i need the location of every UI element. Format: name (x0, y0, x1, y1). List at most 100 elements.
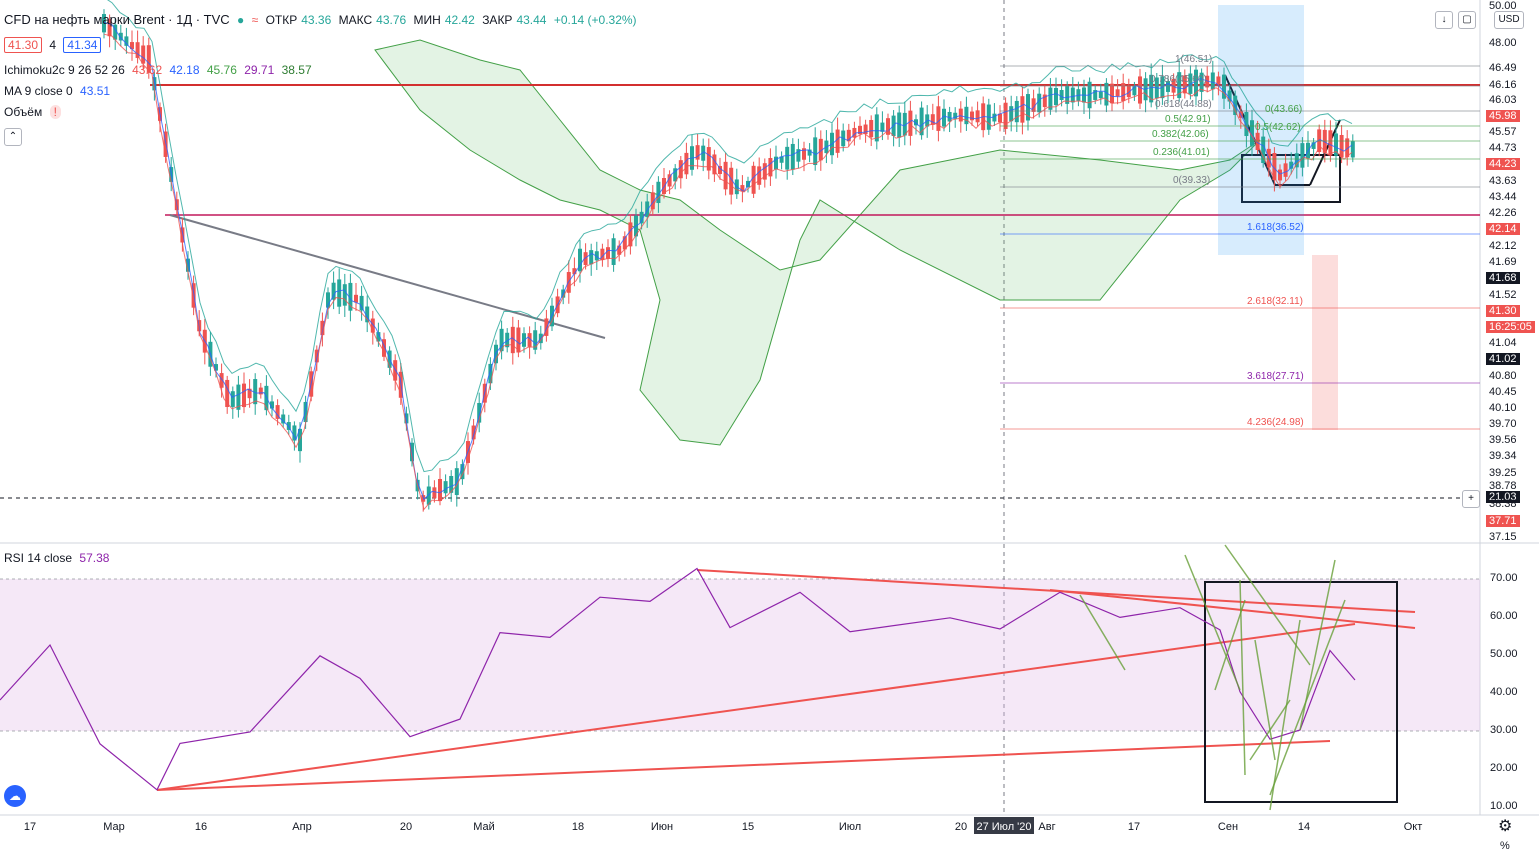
candle-body (779, 156, 784, 163)
price-tick: 39.70 (1489, 418, 1517, 430)
price-tick: 42.26 (1489, 207, 1517, 219)
indicator-line (103, 33, 1353, 511)
candle-body (544, 318, 549, 336)
candle-body (958, 108, 963, 122)
price-tick: 41.68 (1486, 272, 1520, 284)
candle-body (477, 402, 482, 423)
symbol-title[interactable]: CFD на нефть марки Brent · 1Д · TVC (4, 12, 230, 27)
candle-body (897, 112, 902, 138)
candle-body (880, 122, 885, 132)
arrow-down-icon[interactable]: ↓ (1435, 11, 1453, 29)
candle-body (1194, 69, 1198, 97)
fib-level-label: 0.236(41.01) (1153, 147, 1210, 158)
symbol-flag-icon[interactable]: ≈ (251, 13, 259, 27)
fib-small-label: 0(43.66) (1265, 104, 1302, 115)
rsi-value: 57.38 (79, 551, 110, 565)
price-tick: 42.12 (1489, 240, 1517, 252)
candle-body (118, 32, 123, 41)
candle-body (1339, 135, 1344, 158)
price-tick: 44.73 (1489, 142, 1517, 154)
candle-body (667, 174, 672, 187)
candle-body (348, 282, 353, 311)
ichimoku-legend[interactable]: Ichimoku2c 9 26 52 26 43.62 42.18 45.76 … (4, 63, 316, 77)
settings-gear-icon[interactable]: ⚙ (1498, 818, 1513, 835)
crosshair-date-badge (974, 817, 1034, 834)
ichimoku-v2: 42.18 (169, 63, 200, 77)
candle-body (975, 110, 980, 123)
candle-body (1177, 72, 1182, 99)
fib-level-label: 0.786(45.60) (1150, 74, 1207, 85)
rsi-tick: 50.00 (1490, 648, 1518, 660)
high-value: 43.76 (376, 13, 407, 27)
candle-body (606, 247, 610, 259)
price-tick: 40.10 (1489, 402, 1517, 414)
annotation-stroke (1184, 554, 1241, 691)
tradingview-logo[interactable]: ☁ (4, 785, 26, 807)
candle-body (578, 248, 582, 272)
ma-legend[interactable]: MA 9 close 0 43.51 (4, 84, 114, 98)
low-value: 42.42 (444, 13, 475, 27)
candle-body (1294, 153, 1299, 168)
price-tick: 50.00 (1489, 0, 1517, 12)
candle-body (180, 227, 185, 243)
time-tick: 14 (1298, 821, 1310, 833)
ichimoku-label: Ichimoku2c 9 26 52 26 (4, 63, 125, 77)
candle-body (1222, 74, 1226, 99)
price-tick: 37.15 (1489, 531, 1517, 543)
candle-body (1334, 133, 1338, 156)
candle-body (1278, 169, 1282, 181)
candle-body (712, 154, 717, 175)
candle-body (370, 318, 375, 333)
fib-level-label: 2.618(32.11) (1247, 296, 1303, 307)
fibonacci-levels: 1(46.51) 0.786(45.60) 0.618(44.88) 0.5(42.9… (1000, 54, 1480, 430)
collapse-legend-button[interactable]: ⌃ (4, 128, 22, 146)
candle-body (1121, 83, 1126, 102)
candle-body (796, 149, 801, 162)
candle-body (572, 268, 577, 275)
volume-legend[interactable]: Объём ! (4, 105, 65, 119)
candle-body (326, 292, 330, 308)
candle-body (1132, 86, 1137, 96)
volume-warning-icon[interactable]: ! (49, 105, 61, 119)
price-tick: 38.78 (1489, 480, 1517, 492)
price-tick: 46.03 (1489, 94, 1517, 106)
candle-body (953, 112, 958, 119)
currency-button[interactable]: USD (1494, 11, 1524, 29)
add-crosshair-button[interactable]: + (1462, 490, 1480, 508)
candle-body (258, 387, 263, 395)
ma-label: MA 9 close 0 (4, 84, 73, 98)
candle-body (102, 14, 106, 33)
candle-body (516, 327, 521, 353)
ma-value: 43.51 (80, 84, 111, 98)
candle-body (678, 160, 683, 179)
candle-body (1054, 87, 1058, 106)
bid-value[interactable]: 41.30 (4, 37, 43, 53)
candle-body (639, 211, 644, 224)
candle-body (774, 156, 778, 170)
candle-body (247, 388, 252, 399)
close-label: ЗАКР (482, 13, 513, 27)
candle-body (471, 425, 476, 440)
candle-body (253, 379, 258, 405)
candle-body (852, 127, 857, 138)
candle-body (1261, 136, 1266, 164)
price-tick: 43.63 (1489, 175, 1517, 187)
candle-body (533, 330, 538, 350)
candle-body (1149, 74, 1154, 103)
candle-body (846, 129, 851, 142)
time-tick: 17 (1128, 821, 1140, 833)
time-tick: 15 (742, 821, 754, 833)
ask-value[interactable]: 41.34 (63, 37, 102, 53)
fib-level-label: 1(46.51) (1175, 54, 1212, 65)
candle-body (449, 475, 454, 493)
price-tick: 45.57 (1489, 126, 1517, 138)
candle-body (505, 332, 510, 348)
volume-label: Объём (4, 105, 43, 119)
price-tick: 39.56 (1489, 434, 1517, 446)
maximize-icon[interactable]: ▢ (1458, 11, 1476, 29)
rsi-legend[interactable]: RSI 14 close 57.38 (4, 551, 113, 565)
candle-body (382, 339, 386, 357)
candle-body (141, 45, 146, 64)
candle-body (1070, 87, 1075, 103)
